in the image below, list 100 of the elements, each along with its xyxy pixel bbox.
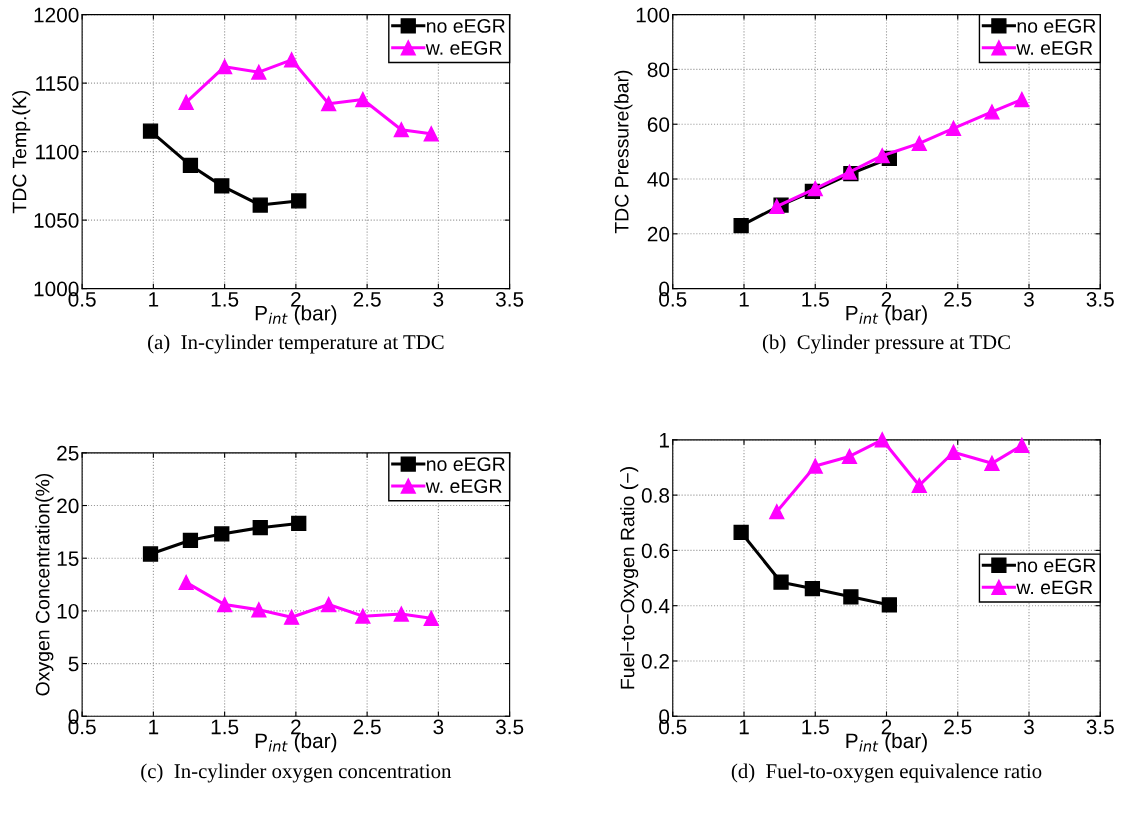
- point: [182, 532, 199, 548]
- point: [178, 94, 194, 110]
- legend-label: no eEGR: [1017, 558, 1096, 573]
- point: [874, 432, 890, 448]
- y-tick-label: 100: [636, 7, 670, 23]
- x-tick-label: 3: [433, 719, 444, 735]
- x-tick-label: 2.5: [353, 291, 381, 307]
- point: [251, 64, 267, 80]
- legend-label: no eEGR: [427, 457, 505, 472]
- point: [393, 122, 409, 138]
- y-axis-title: TDC Pressure(bar): [614, 70, 633, 234]
- x-tick-label: 3: [1024, 291, 1034, 307]
- point: [182, 157, 199, 173]
- x-tick-label: 1: [739, 292, 749, 307]
- legend-label: w. eEGR: [1016, 580, 1093, 595]
- legend-label: no eEGR: [427, 19, 505, 33]
- y-axis-title: Fuel−to−Oxygen Ratio (−): [620, 467, 639, 689]
- x-tick-label: 2: [881, 291, 892, 307]
- y-tick-label: 1050: [34, 213, 79, 228]
- point: [804, 580, 821, 597]
- point: [1014, 91, 1030, 108]
- text: (c) In-cylinder oxygen concentration: [141, 763, 452, 783]
- point: [214, 526, 230, 542]
- x-tick-label: 3.5: [495, 719, 524, 735]
- point: [945, 120, 962, 136]
- point: [1014, 437, 1030, 454]
- point: [216, 59, 233, 75]
- x-tick-label: 3.5: [495, 291, 524, 307]
- point: [142, 123, 159, 139]
- y-tick-label: 1: [659, 433, 669, 448]
- y-tick-label: 1150: [36, 76, 79, 91]
- legend-label: no eEGR: [1017, 19, 1096, 33]
- point: [178, 574, 194, 591]
- y-tick-label: 1100: [36, 144, 79, 160]
- y-tick-label: 0.6: [641, 543, 670, 559]
- x-tick-label: 3.5: [1086, 719, 1114, 735]
- point: [843, 589, 859, 605]
- x-tick-label: 1: [739, 719, 749, 735]
- y-axis-title: TDC Temp.(K): [12, 90, 31, 214]
- point: [252, 197, 268, 213]
- point: [773, 574, 789, 590]
- text: (b) Cylinder pressure at TDC: [762, 334, 1010, 354]
- x-tick-label: 3.5: [1086, 291, 1114, 307]
- point: [841, 448, 858, 465]
- x-tick-label: 1.5: [802, 292, 829, 307]
- y-tick-label: 20: [647, 226, 670, 242]
- point: [216, 596, 233, 613]
- y-tick-label: 60: [647, 117, 670, 132]
- x-tick-label: 1: [149, 292, 159, 307]
- point: [945, 444, 962, 460]
- point: [881, 597, 897, 613]
- y-tick-label: 0.8: [641, 488, 670, 503]
- x-tick-label: 1: [149, 719, 159, 735]
- point: [911, 135, 927, 152]
- point: [291, 193, 307, 209]
- y-tick-label: 20: [57, 498, 79, 514]
- x-tick-label: 3: [433, 291, 444, 307]
- legend-label: w. eEGR: [1016, 41, 1093, 55]
- x-tick-label: 1.5: [211, 719, 239, 735]
- point: [355, 91, 371, 108]
- point: [142, 546, 159, 562]
- point: [393, 606, 409, 622]
- y-tick-label: 25: [57, 445, 79, 461]
- x-tick-label: 2: [291, 291, 301, 307]
- point: [911, 477, 927, 494]
- x-tick-label: 2.5: [353, 719, 381, 735]
- y-axis-title: Oxygen Concentration(%): [35, 473, 54, 696]
- y-tick-label: 40: [647, 172, 670, 187]
- y-tick-label: 80: [647, 62, 670, 78]
- text: (d) Fuel-to-oxygen equivalence ratio: [731, 763, 1042, 783]
- point: [423, 610, 439, 626]
- point: [252, 520, 268, 536]
- legend-label: w. eEGR: [425, 479, 502, 494]
- point: [769, 504, 785, 520]
- point: [283, 609, 300, 625]
- text: (a) In-cylinder temperature at TDC: [148, 334, 444, 354]
- y-tick-label: 0.4: [641, 598, 670, 614]
- point: [321, 96, 337, 112]
- x-tick-label: 1.5: [211, 292, 239, 307]
- point: [214, 178, 230, 194]
- legend-label: w. eEGR: [425, 41, 502, 55]
- point: [733, 217, 749, 234]
- point: [984, 455, 1000, 471]
- x-tick-label: 2.5: [944, 719, 972, 735]
- point: [984, 104, 1000, 120]
- y-tick-label: 0.2: [641, 653, 669, 669]
- point: [874, 148, 890, 164]
- point: [769, 198, 785, 215]
- point: [321, 596, 337, 613]
- point: [807, 458, 823, 474]
- y-tick-label: 15: [57, 551, 79, 566]
- point: [283, 52, 300, 68]
- y-tick-label: 1200: [34, 7, 79, 23]
- point: [423, 126, 439, 142]
- x-tick-label: 2.5: [944, 291, 972, 307]
- point: [355, 608, 371, 624]
- point: [733, 524, 749, 541]
- point: [291, 515, 307, 532]
- y-tick-label: 5: [68, 656, 79, 672]
- y-tick-label: 10: [57, 603, 79, 619]
